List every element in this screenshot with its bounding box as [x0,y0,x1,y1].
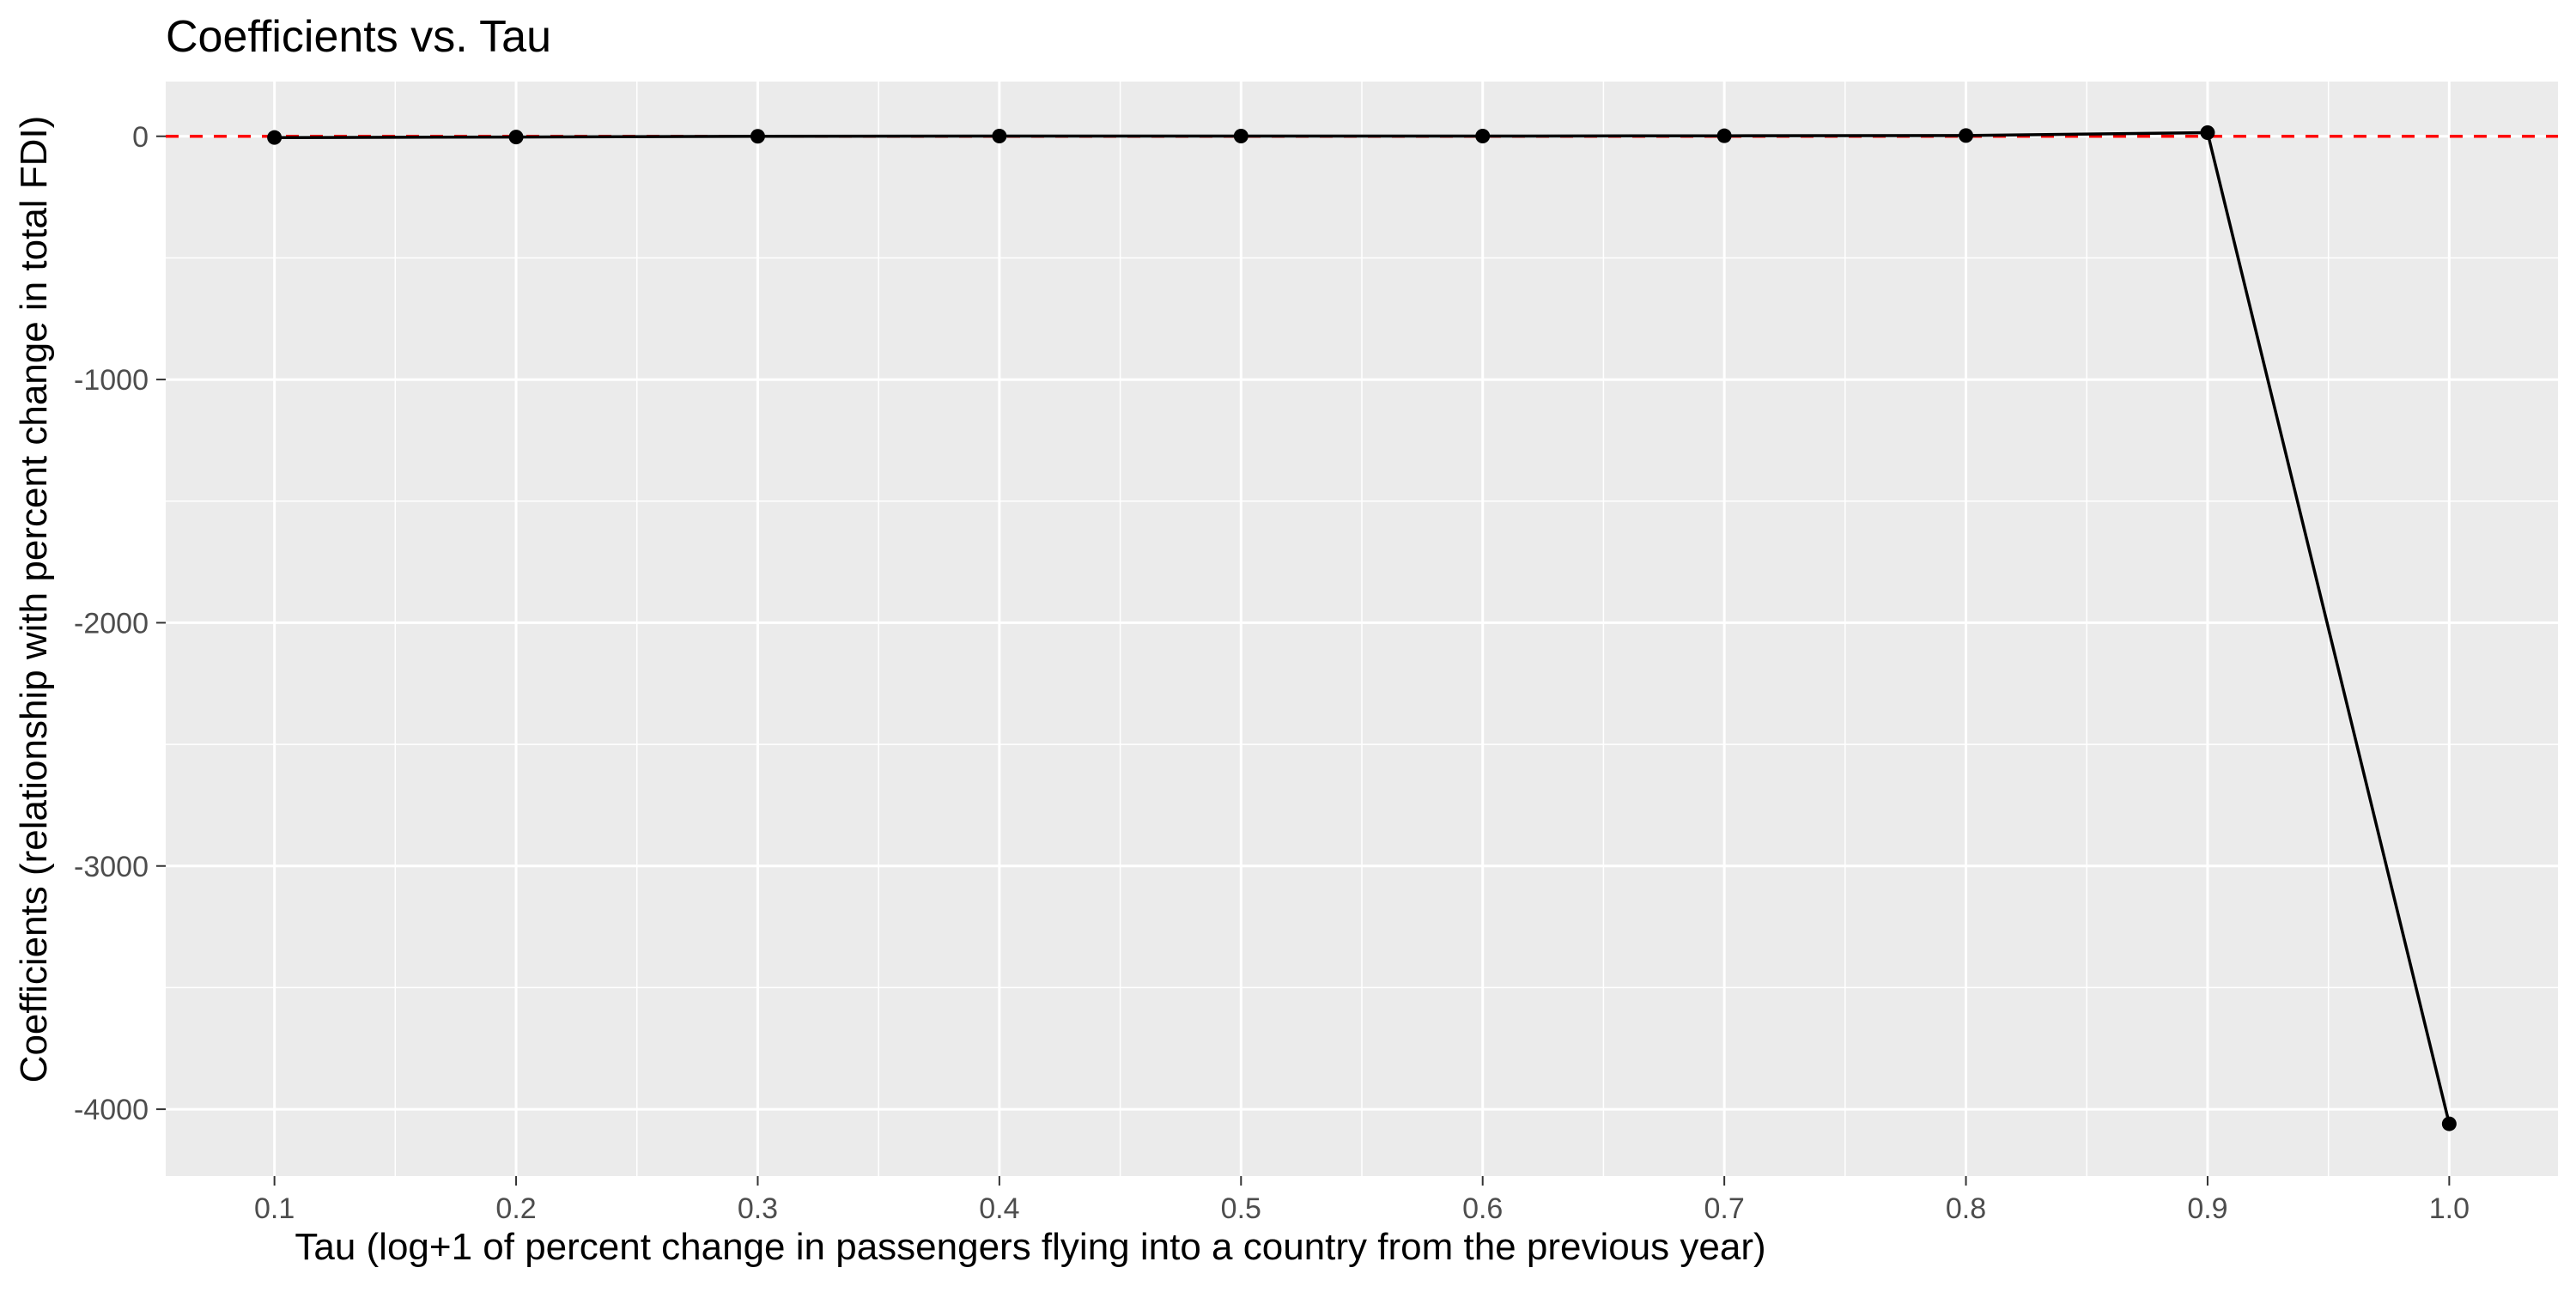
x-axis-title: Tau (log+1 of percent change in passenge… [295,1226,1765,1268]
data-point [2200,125,2215,140]
x-tick-label: 0.4 [979,1192,1019,1225]
x-tick-label: 0.6 [1462,1192,1503,1225]
x-tick-label: 1.0 [2429,1192,2470,1225]
data-point [267,130,283,145]
data-point [750,129,765,144]
y-tick-label: -1000 [74,364,149,397]
data-point [1475,128,1491,143]
x-tick-label: 0.9 [2187,1192,2227,1225]
series-line [274,130,2451,1125]
x-tick-label: 0.2 [495,1192,536,1225]
x-tick-label: 0.7 [1704,1192,1744,1225]
series-layer [267,125,2457,1131]
x-tick-label: 0.5 [1221,1192,1261,1225]
data-point [1716,128,1732,143]
x-tick-label: 0.1 [254,1192,295,1225]
data-point [508,130,524,145]
data-point [992,128,1007,143]
y-tick-label: -2000 [74,607,149,640]
x-tick-label: 0.8 [1946,1192,1986,1225]
y-tick-label: -3000 [74,851,149,883]
minor-gridlines [166,82,2558,1176]
data-point [2441,1116,2457,1131]
y-axis-title: Coefficients (relationship with percent … [13,116,55,1083]
x-tick-label: 0.3 [738,1192,778,1225]
y-tick-label: -4000 [74,1094,149,1126]
y-axis-ticks: 0 -1000 -2000 -3000 -4000 [74,121,166,1126]
y-tick-label: 0 [132,121,149,154]
x-axis-ticks: 0.1 0.2 0.3 0.4 0.5 0.6 0.7 0.8 0.9 1.0 [254,1176,2470,1225]
chart-title: Coefficients vs. Tau [166,12,551,62]
data-point [1959,128,1974,143]
data-point [1233,128,1249,143]
